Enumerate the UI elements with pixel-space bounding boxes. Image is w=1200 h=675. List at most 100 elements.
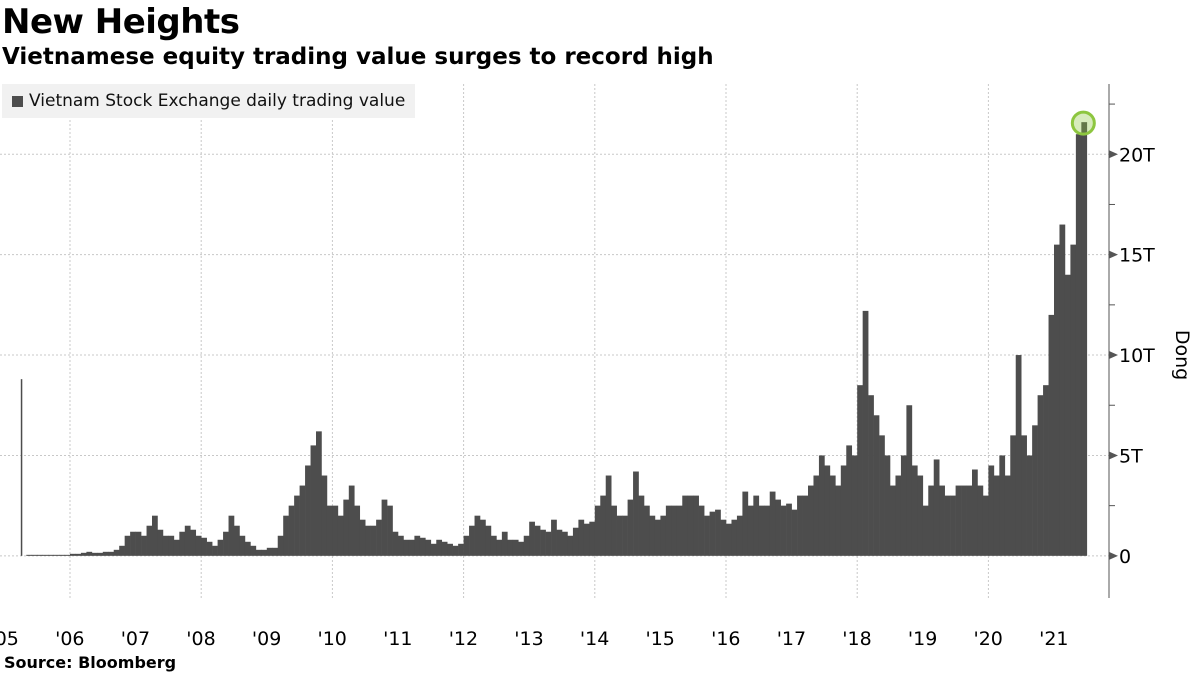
legend-label: Vietnam Stock Exchange daily trading val… <box>29 91 406 111</box>
y-tick-mark <box>1109 150 1118 159</box>
bar <box>698 505 705 556</box>
bar <box>999 455 1006 556</box>
bar <box>70 553 76 556</box>
bar <box>1059 224 1066 556</box>
bar <box>682 495 689 556</box>
y-tick-mark <box>1109 451 1118 460</box>
bar <box>403 539 410 556</box>
bar <box>348 485 355 556</box>
bar <box>835 485 842 556</box>
bar <box>26 554 33 556</box>
bar <box>944 495 951 556</box>
bar <box>693 495 699 556</box>
legend-swatch <box>12 95 23 107</box>
bar <box>1037 395 1044 556</box>
bar <box>436 539 443 556</box>
bar <box>922 505 929 556</box>
bar <box>266 547 273 556</box>
bar <box>742 491 749 556</box>
bar <box>485 525 492 556</box>
bar <box>190 529 197 556</box>
bar <box>627 499 634 556</box>
bar <box>419 537 426 556</box>
y-axis-label: Dong <box>1171 330 1193 380</box>
bar <box>988 465 995 556</box>
bar <box>813 475 820 556</box>
bar <box>802 495 809 556</box>
bar <box>933 459 940 556</box>
bar <box>370 525 377 556</box>
bar <box>113 549 120 556</box>
y-tick-label: 10T <box>1119 345 1155 367</box>
bar <box>376 519 382 556</box>
bar <box>146 525 153 556</box>
x-tick-label: '18 <box>842 628 871 650</box>
bar <box>343 499 350 556</box>
bar <box>1075 134 1082 556</box>
bar <box>250 545 257 556</box>
bar <box>91 552 98 556</box>
y-tick-mark <box>1109 250 1118 259</box>
bar <box>808 485 814 556</box>
bar <box>507 539 514 556</box>
bar <box>42 554 49 556</box>
bar <box>501 531 508 556</box>
bar <box>857 385 863 556</box>
y-tick-mark <box>1109 551 1118 560</box>
bar <box>747 505 754 556</box>
bar <box>622 515 628 556</box>
bar <box>551 519 557 556</box>
x-tick-label: '19 <box>908 628 937 650</box>
bar <box>244 541 251 556</box>
y-tick-label: 0 <box>1119 546 1131 568</box>
bar <box>1021 435 1027 556</box>
bar <box>654 519 661 556</box>
y-tick-label: 5T <box>1119 445 1143 467</box>
bar <box>130 531 136 556</box>
bar <box>589 521 596 556</box>
bar <box>518 541 525 556</box>
y-tick-mark <box>1109 351 1118 360</box>
x-tick-label: '13 <box>514 628 543 650</box>
bar <box>447 543 453 556</box>
bar <box>906 405 913 556</box>
bar <box>337 515 344 556</box>
bar <box>326 505 333 556</box>
bar <box>157 529 164 556</box>
bar <box>398 535 404 556</box>
bar <box>48 554 54 556</box>
bar <box>900 455 907 556</box>
bar <box>354 505 361 556</box>
bar <box>195 535 202 556</box>
bar <box>277 535 284 556</box>
bar <box>704 515 710 556</box>
x-tick-label: '14 <box>580 628 609 650</box>
bar <box>408 539 415 556</box>
bar <box>168 535 175 556</box>
bar <box>818 455 825 556</box>
bar <box>480 519 486 556</box>
bar <box>381 499 388 556</box>
bar <box>529 521 535 556</box>
bar <box>977 485 984 556</box>
bar <box>212 545 218 556</box>
bar <box>173 539 180 556</box>
bar <box>299 485 306 556</box>
bar <box>469 525 475 556</box>
bar <box>64 554 71 556</box>
bar <box>611 505 617 556</box>
record-high-marker <box>1070 110 1096 136</box>
bar <box>545 531 552 556</box>
legend: Vietnam Stock Exchange daily trading val… <box>2 84 416 118</box>
bar <box>720 519 727 556</box>
bar <box>1054 244 1060 556</box>
bar <box>490 535 497 556</box>
bar <box>316 431 322 556</box>
bar <box>119 545 125 556</box>
bar <box>184 525 191 556</box>
bar <box>223 531 229 556</box>
x-tick-label: '20 <box>973 628 1002 650</box>
bar <box>895 475 902 556</box>
bar <box>359 519 366 556</box>
